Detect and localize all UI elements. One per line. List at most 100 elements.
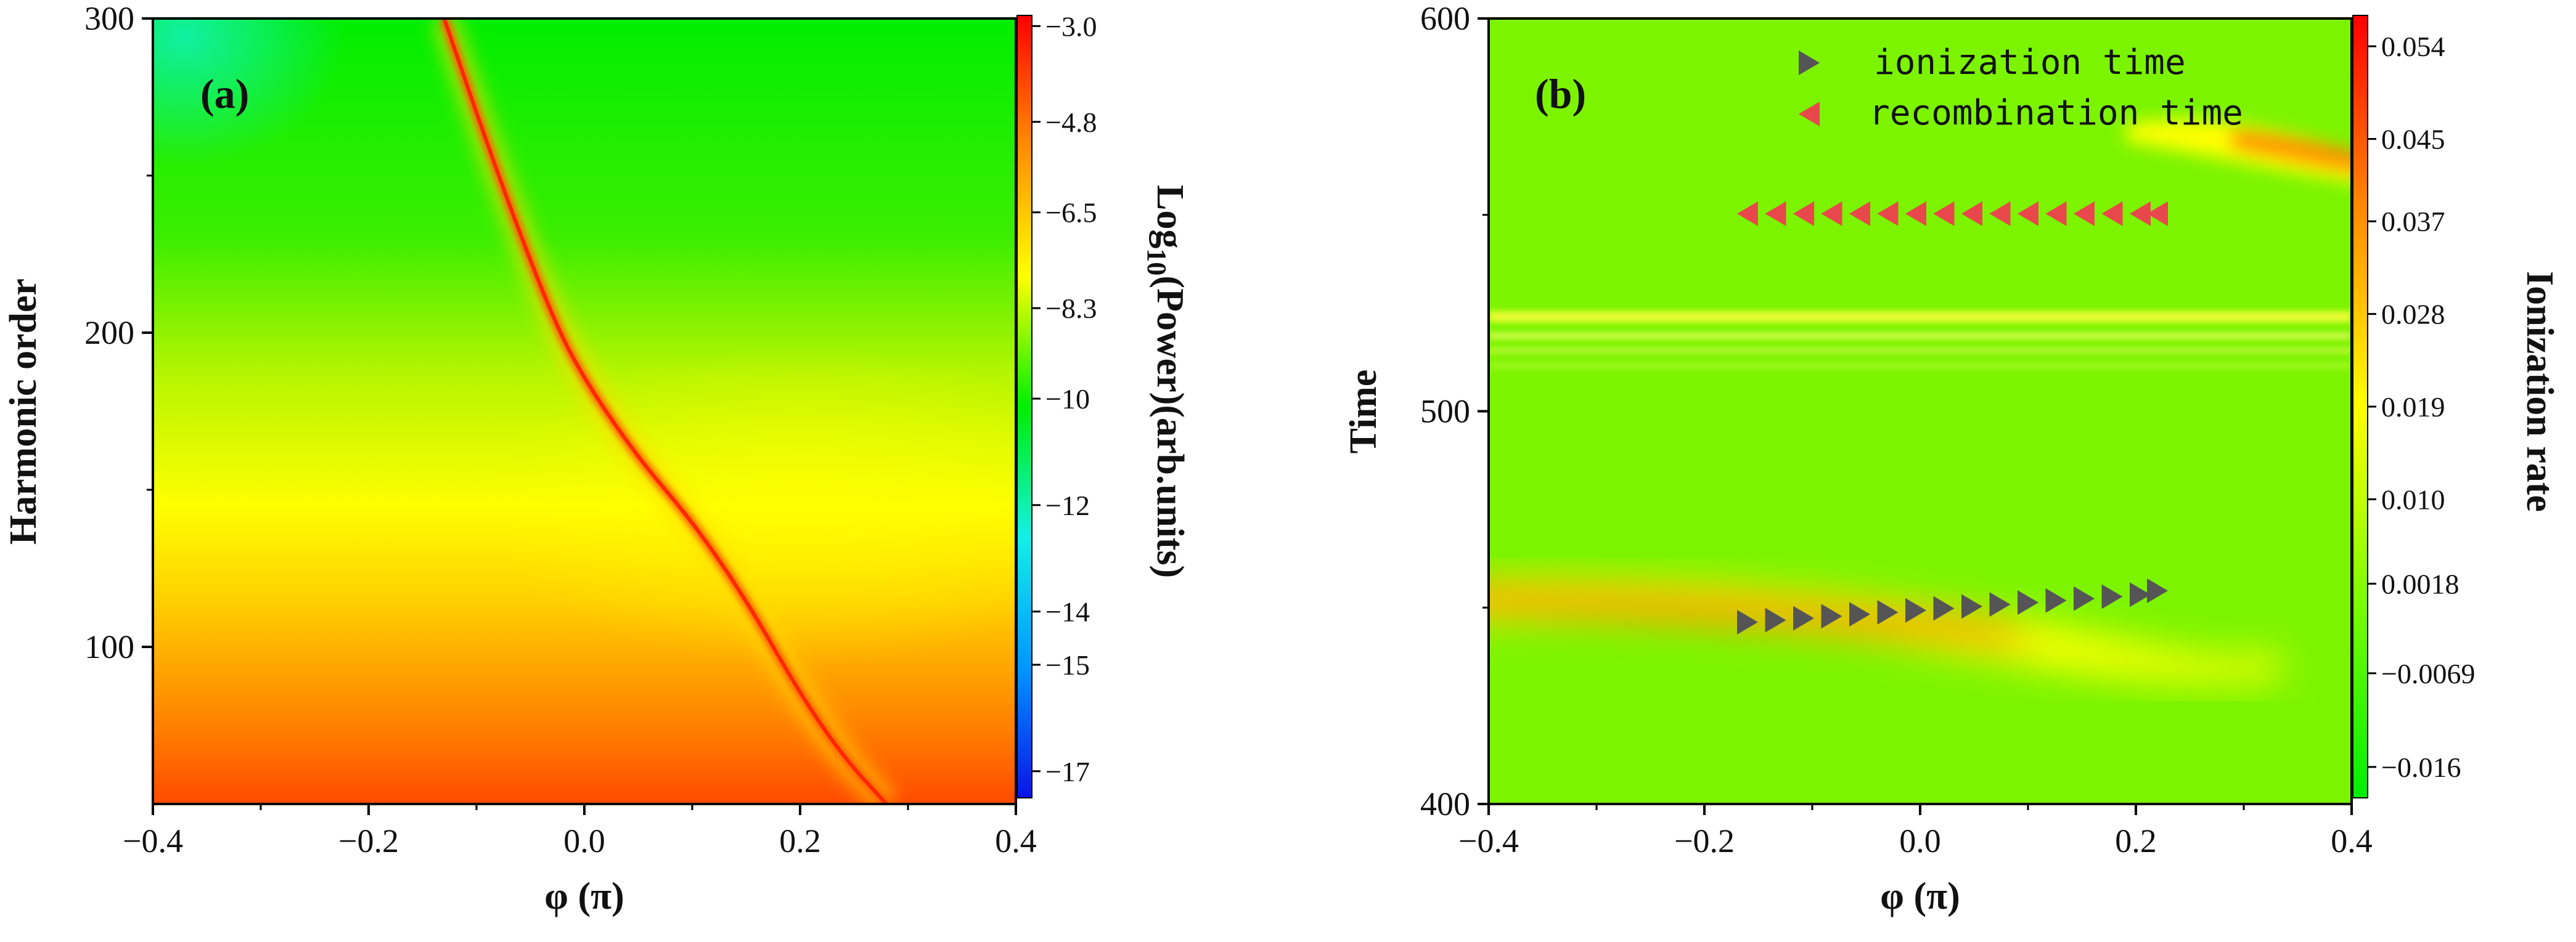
ionization-time-marker — [1765, 607, 1786, 633]
recombination-time-marker — [1765, 201, 1786, 226]
recombination-time-marker — [1821, 201, 1842, 226]
recombination-time-marker — [1989, 201, 2011, 226]
heatmap-b-interference-band — [1489, 311, 2352, 367]
colorbar-tick-label-b: 0.054 — [2381, 31, 2445, 62]
colorbar-tick-label-a: −15 — [1045, 649, 1090, 681]
x-tick-label-b: −0.2 — [1674, 822, 1735, 859]
recombination-time-marker — [1933, 201, 1955, 226]
panel-label-b: (b) — [1535, 70, 1586, 117]
legend-b: ionization time recombination time — [1799, 43, 2243, 133]
x-tick-label-a: −0.4 — [123, 822, 183, 859]
ionization-time-marker — [1961, 594, 1982, 619]
recombination-time-marker — [1737, 201, 1758, 226]
colorbar-tick-label-b: 0.0018 — [2381, 568, 2459, 599]
colorbar-tick-label-a: −8.3 — [1045, 293, 1097, 324]
colorbar-a-ticks: −3.0 −4.8 −6.5 −8.3 −10 −12 −14 −15 −17 — [1032, 10, 1097, 787]
y-tick-label-b: 400 — [1420, 786, 1470, 822]
colorbar-tick-label-a: −6.5 — [1045, 197, 1097, 229]
x-tick-label-a: 0.0 — [563, 822, 605, 859]
recombination-time-marker — [1877, 201, 1899, 226]
heatmap-b-ionization-band — [1489, 579, 2281, 681]
ionization-time-marker — [1849, 602, 1870, 627]
colorbar-b-title: Ionization rate — [2519, 271, 2561, 512]
y-tick-label-a: 200 — [84, 314, 134, 351]
ionization-time-marker — [1877, 599, 1899, 625]
x-tick-label-b: −0.4 — [1458, 822, 1519, 859]
colorbar-tick-label-a: −14 — [1045, 596, 1090, 628]
ionization-time-marker — [2074, 586, 2095, 611]
ionization-time-marker — [2018, 590, 2038, 615]
ionization-time-marker — [2045, 588, 2067, 613]
colorbar-b — [2352, 15, 2368, 798]
y-tick-label-a: 100 — [84, 628, 134, 665]
legend-marker-ionization — [1799, 51, 1820, 75]
ionization-time-marker — [1793, 606, 1814, 631]
recombination-time-marker — [1849, 201, 1870, 226]
ionization-time-marker — [1933, 596, 1955, 621]
colorbar-tick-label-b: 0.037 — [2381, 206, 2445, 237]
ionization-time-marker — [2147, 578, 2168, 603]
ionization-time-marker — [2130, 582, 2151, 607]
colorbar-a-title: Log10(Power)(arb.units) — [1142, 185, 1191, 578]
panel-b: −0.4 −0.2 0.0 0.2 0.4 400 500 600 (b) φ (π) Tim… — [1343, 0, 2561, 917]
colorbar-tick-label-a: −12 — [1045, 490, 1090, 521]
heatmap-a — [153, 18, 1016, 804]
recombination-time-marker — [2074, 201, 2095, 226]
ionization-time-marker — [1905, 598, 1926, 623]
y-tick-label-a: 300 — [84, 0, 134, 37]
recombination-time-marker — [2147, 201, 2168, 226]
recombination-time-marker — [2018, 201, 2038, 226]
recombination-time-marker — [2130, 201, 2151, 226]
heatmap-a-ridge — [430, 18, 897, 804]
ticks-a: −0.4 −0.2 0.0 0.2 0.4 100 200 300 — [84, 0, 1037, 859]
heatmap-b-top-band — [2127, 120, 2352, 182]
x-tick-label-a: 0.2 — [779, 822, 821, 859]
x-tick-label-a: −0.2 — [338, 822, 399, 859]
colorbar-a — [1016, 15, 1032, 798]
y-tick-label-b: 500 — [1420, 393, 1470, 430]
legend-label-ionization: ionization time — [1874, 43, 2186, 83]
colorbar-tick-label-b: −0.016 — [2381, 752, 2461, 783]
series-markers-b — [1737, 201, 2168, 635]
recombination-time-marker — [1961, 201, 1982, 226]
x-tick-label-b: 0.0 — [1899, 822, 1941, 859]
colorbar-tick-label-b: 0.019 — [2381, 391, 2445, 423]
recombination-time-marker — [2045, 201, 2067, 226]
colorbar-tick-label-a: −17 — [1045, 756, 1090, 787]
y-axis-title-b: Time — [1343, 370, 1384, 454]
panel-a: −0.4 −0.2 0.0 0.2 0.4 100 200 300 (a) φ (π) Har… — [2, 0, 1191, 917]
colorbar-tick-label-b: 0.045 — [2381, 124, 2445, 155]
y-tick-label-b: 600 — [1420, 0, 1470, 37]
ionization-time-marker — [1737, 609, 1758, 635]
colorbar-a-title-sub: 10 — [1142, 248, 1172, 275]
colorbar-tick-label-b: 0.028 — [2381, 299, 2445, 330]
ionization-time-marker — [1989, 592, 2011, 617]
legend-label-recombination: recombination time — [1869, 93, 2243, 133]
heatmap-b — [1489, 18, 2352, 804]
panel-label-a: (a) — [200, 70, 249, 117]
colorbar-tick-label-a: −4.8 — [1045, 107, 1097, 138]
colorbar-tick-label-b: 0.010 — [2381, 484, 2445, 515]
ionization-time-marker — [2101, 584, 2123, 609]
ticks-b: −0.4 −0.2 0.0 0.2 0.4 400 500 600 — [1420, 0, 2373, 859]
colorbar-a-title-main: Log — [1149, 185, 1191, 248]
recombination-time-marker — [1905, 201, 1926, 226]
x-axis-title-b: φ (π) — [1880, 875, 1960, 917]
ridge-line — [442, 18, 888, 804]
x-axis-title-a: φ (π) — [544, 875, 624, 917]
x-tick-label-a: 0.4 — [995, 822, 1037, 859]
colorbar-tick-label-a: −10 — [1045, 383, 1090, 415]
y-axis-title-a: Harmonic order — [2, 278, 44, 545]
recombination-time-marker — [1793, 201, 1814, 226]
x-tick-label-b: 0.4 — [2331, 822, 2373, 859]
recombination-time-marker — [2101, 201, 2123, 226]
colorbar-tick-label-a: −3.0 — [1045, 10, 1097, 42]
colorbar-b-ticks: 0.054 0.045 0.037 0.028 0.019 0.010 0.0018 −0.0… — [2368, 31, 2475, 783]
colorbar-a-title-rest: (Power)(arb.units) — [1149, 275, 1191, 578]
heatmap-a-low-power-region — [153, 18, 345, 166]
legend-marker-recombination — [1799, 102, 1820, 126]
ionization-time-marker — [1821, 604, 1842, 629]
x-tick-label-b: 0.2 — [2115, 822, 2157, 859]
colorbar-tick-label-b: −0.0069 — [2381, 658, 2475, 689]
